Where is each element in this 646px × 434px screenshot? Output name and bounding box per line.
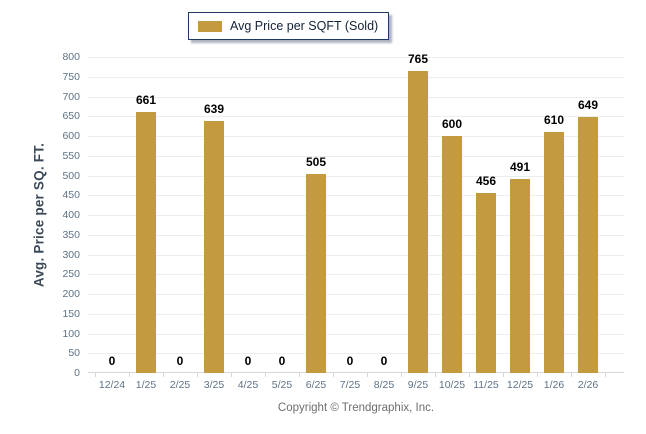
x-axis-tick (435, 373, 436, 377)
x-axis-tick (571, 373, 572, 377)
x-axis-tick (605, 373, 606, 377)
y-tick-label: 0 (74, 367, 80, 379)
x-axis-tick (197, 373, 198, 377)
x-tick-label: 7/25 (339, 379, 361, 391)
bar-value-label: 0 (244, 354, 252, 368)
gridline (88, 175, 624, 177)
y-tick-label: 800 (62, 51, 80, 63)
x-axis-tick (367, 373, 368, 377)
gridline (88, 333, 624, 335)
x-axis-tick (163, 373, 164, 377)
bar-value-label: 639 (203, 102, 225, 116)
x-tick-label: 4/25 (237, 379, 259, 391)
y-tick-label: 650 (62, 110, 80, 123)
bar-value-label: 0 (108, 354, 116, 368)
bar-value-label: 505 (305, 155, 327, 169)
y-tick-label: 150 (62, 307, 80, 320)
bar-2/26 (578, 117, 598, 373)
x-axis-tick (299, 373, 300, 377)
x-tick-label: 12/24 (98, 379, 126, 391)
bar-1/26 (544, 132, 564, 373)
x-tick-label: 2/26 (577, 379, 599, 391)
x-axis-tick (537, 373, 538, 377)
x-axis-line (88, 372, 624, 373)
x-axis-tick (231, 373, 232, 377)
y-tick-label: 600 (62, 130, 80, 142)
y-tick-label: 500 (62, 169, 80, 182)
y-tick-label: 300 (62, 248, 80, 261)
x-tick-label: 10/25 (438, 379, 466, 391)
x-axis-tick (401, 373, 402, 377)
copyright-text: Copyright © Trendgraphix, Inc. (277, 402, 435, 414)
gridline (88, 234, 624, 236)
gridline (88, 294, 624, 295)
x-axis-tick (129, 373, 130, 377)
x-axis-tick-labels: 12/24 1/25 2/25 3/25 4/25 5/25 6/25 7/25 8/25 9/2… (88, 379, 624, 395)
gridline (88, 215, 624, 216)
gridline (88, 57, 624, 58)
y-tick-label: 700 (62, 90, 80, 103)
bar-value-label: 649 (577, 98, 599, 112)
y-tick-label: 250 (62, 268, 80, 281)
x-tick-label: 11/25 (473, 379, 499, 391)
bar-3/25 (204, 121, 224, 373)
bar-6/25 (306, 174, 326, 373)
gridline (88, 353, 624, 355)
x-tick-label: 5/25 (271, 379, 293, 391)
y-axis-tick-labels: 0 50 100 150 200 250 300 350 400 450 500 550 600 650 7… (0, 0, 80, 434)
legend: Avg Price per SQFT (Sold) (188, 12, 390, 40)
x-tick-label: 8/25 (373, 379, 395, 391)
bar-12/25 (510, 179, 530, 373)
gridline (88, 76, 624, 78)
bar-10/25 (442, 136, 462, 373)
y-tick-label: 100 (62, 327, 80, 340)
bar-11/25 (476, 193, 496, 373)
gridline (88, 274, 624, 276)
y-tick-label: 550 (62, 149, 80, 162)
x-axis-tick (333, 373, 334, 377)
legend-swatch (198, 20, 222, 32)
y-tick-label: 450 (62, 189, 80, 202)
bar-value-label: 610 (543, 113, 565, 127)
y-tick-label: 200 (62, 288, 80, 300)
bar-value-label: 0 (176, 354, 184, 368)
bar-value-label: 0 (278, 354, 286, 368)
gridline (88, 96, 624, 98)
bar-1/25 (136, 112, 156, 373)
bar-value-label: 0 (380, 354, 388, 368)
x-tick-label: 12/25 (506, 379, 534, 391)
x-tick-label: 3/25 (203, 379, 225, 391)
x-tick-label: 1/25 (135, 379, 157, 391)
gridline (88, 254, 624, 256)
x-axis-tick (265, 373, 266, 377)
y-tick-label: 400 (62, 209, 80, 221)
x-tick-label: 9/25 (407, 379, 429, 391)
gridline (88, 116, 624, 118)
gridline (88, 155, 624, 157)
plot-area: 0 661 0 639 0 0 505 0 0 765 600 456 491 610 649 (88, 53, 624, 377)
bar-value-label: 456 (475, 174, 497, 188)
bar-value-label: 491 (509, 160, 531, 174)
x-axis-tick (503, 373, 504, 377)
bar-value-label: 661 (135, 93, 157, 107)
bar-9/25 (408, 71, 428, 373)
x-tick-label: 2/25 (169, 379, 191, 391)
legend-label: Avg Price per SQFT (Sold) (230, 19, 379, 33)
x-axis-tick (469, 373, 470, 377)
bar-value-label: 765 (407, 52, 429, 66)
gridline (88, 195, 624, 197)
gridline (88, 136, 624, 137)
y-tick-label: 750 (62, 70, 80, 83)
x-axis-tick (95, 373, 96, 377)
bar-value-label: 600 (441, 117, 463, 131)
y-tick-label: 50 (68, 347, 80, 360)
gridline (88, 313, 624, 315)
x-tick-label: 6/25 (305, 379, 327, 391)
x-tick-label: 1/26 (543, 379, 565, 391)
bar-value-label: 0 (346, 354, 354, 368)
y-tick-label: 350 (62, 228, 80, 241)
